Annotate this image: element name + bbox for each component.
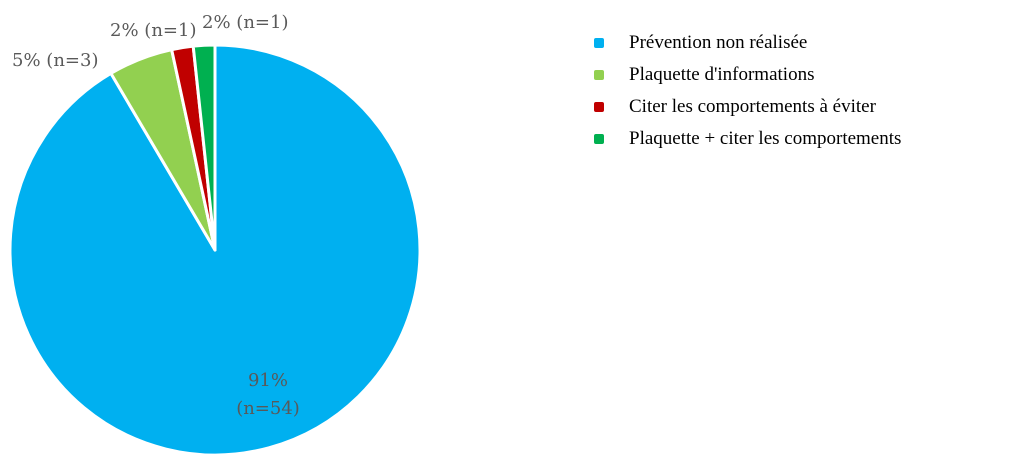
slice-label-plaquette: 5% (n=3) bbox=[12, 50, 98, 71]
slice-label-plaquette-citer-percent: 2% bbox=[202, 12, 231, 33]
slice-label-prevention-non-realisee: 91% bbox=[248, 370, 288, 391]
legend-swatch bbox=[594, 102, 604, 112]
slice-label-plaquette-citer-count: (n=1) bbox=[236, 12, 288, 33]
pie-chart: 91% (n=54) 5% (n=3) 2% (n=1) 2% (n=1) bbox=[8, 12, 422, 455]
slice-count-prevention-non-realisee: (n=54) bbox=[236, 398, 300, 419]
slice-label-plaquette-count: (n=3) bbox=[46, 50, 98, 71]
slice-label-citer-percent: 2% bbox=[110, 20, 139, 41]
legend: Prévention non réalisée Plaquette d'info… bbox=[594, 30, 994, 158]
legend-swatch bbox=[594, 134, 604, 144]
slice-label-plaquette-percent: 5% bbox=[12, 50, 41, 71]
legend-label: Plaquette + citer les comportements bbox=[629, 128, 902, 149]
legend-swatch bbox=[594, 70, 604, 80]
legend-item-prevention-non-realisee: Prévention non réalisée bbox=[594, 30, 994, 56]
legend-item-citer: Citer les comportements à éviter bbox=[594, 94, 994, 120]
legend-swatch bbox=[594, 38, 604, 48]
slice-label-plaquette-citer: 2% (n=1) bbox=[202, 12, 288, 33]
legend-label: Prévention non réalisée bbox=[629, 32, 808, 53]
legend-item-plaquette-citer: Plaquette + citer les comportements bbox=[594, 126, 994, 152]
legend-label: Plaquette d'informations bbox=[629, 64, 815, 85]
legend-label: Citer les comportements à éviter bbox=[629, 96, 876, 117]
legend-item-plaquette: Plaquette d'informations bbox=[594, 62, 994, 88]
slice-label-citer: 2% (n=1) bbox=[110, 20, 196, 41]
slice-label-citer-count: (n=1) bbox=[144, 20, 196, 41]
pie-slice-3 bbox=[191, 43, 217, 252]
